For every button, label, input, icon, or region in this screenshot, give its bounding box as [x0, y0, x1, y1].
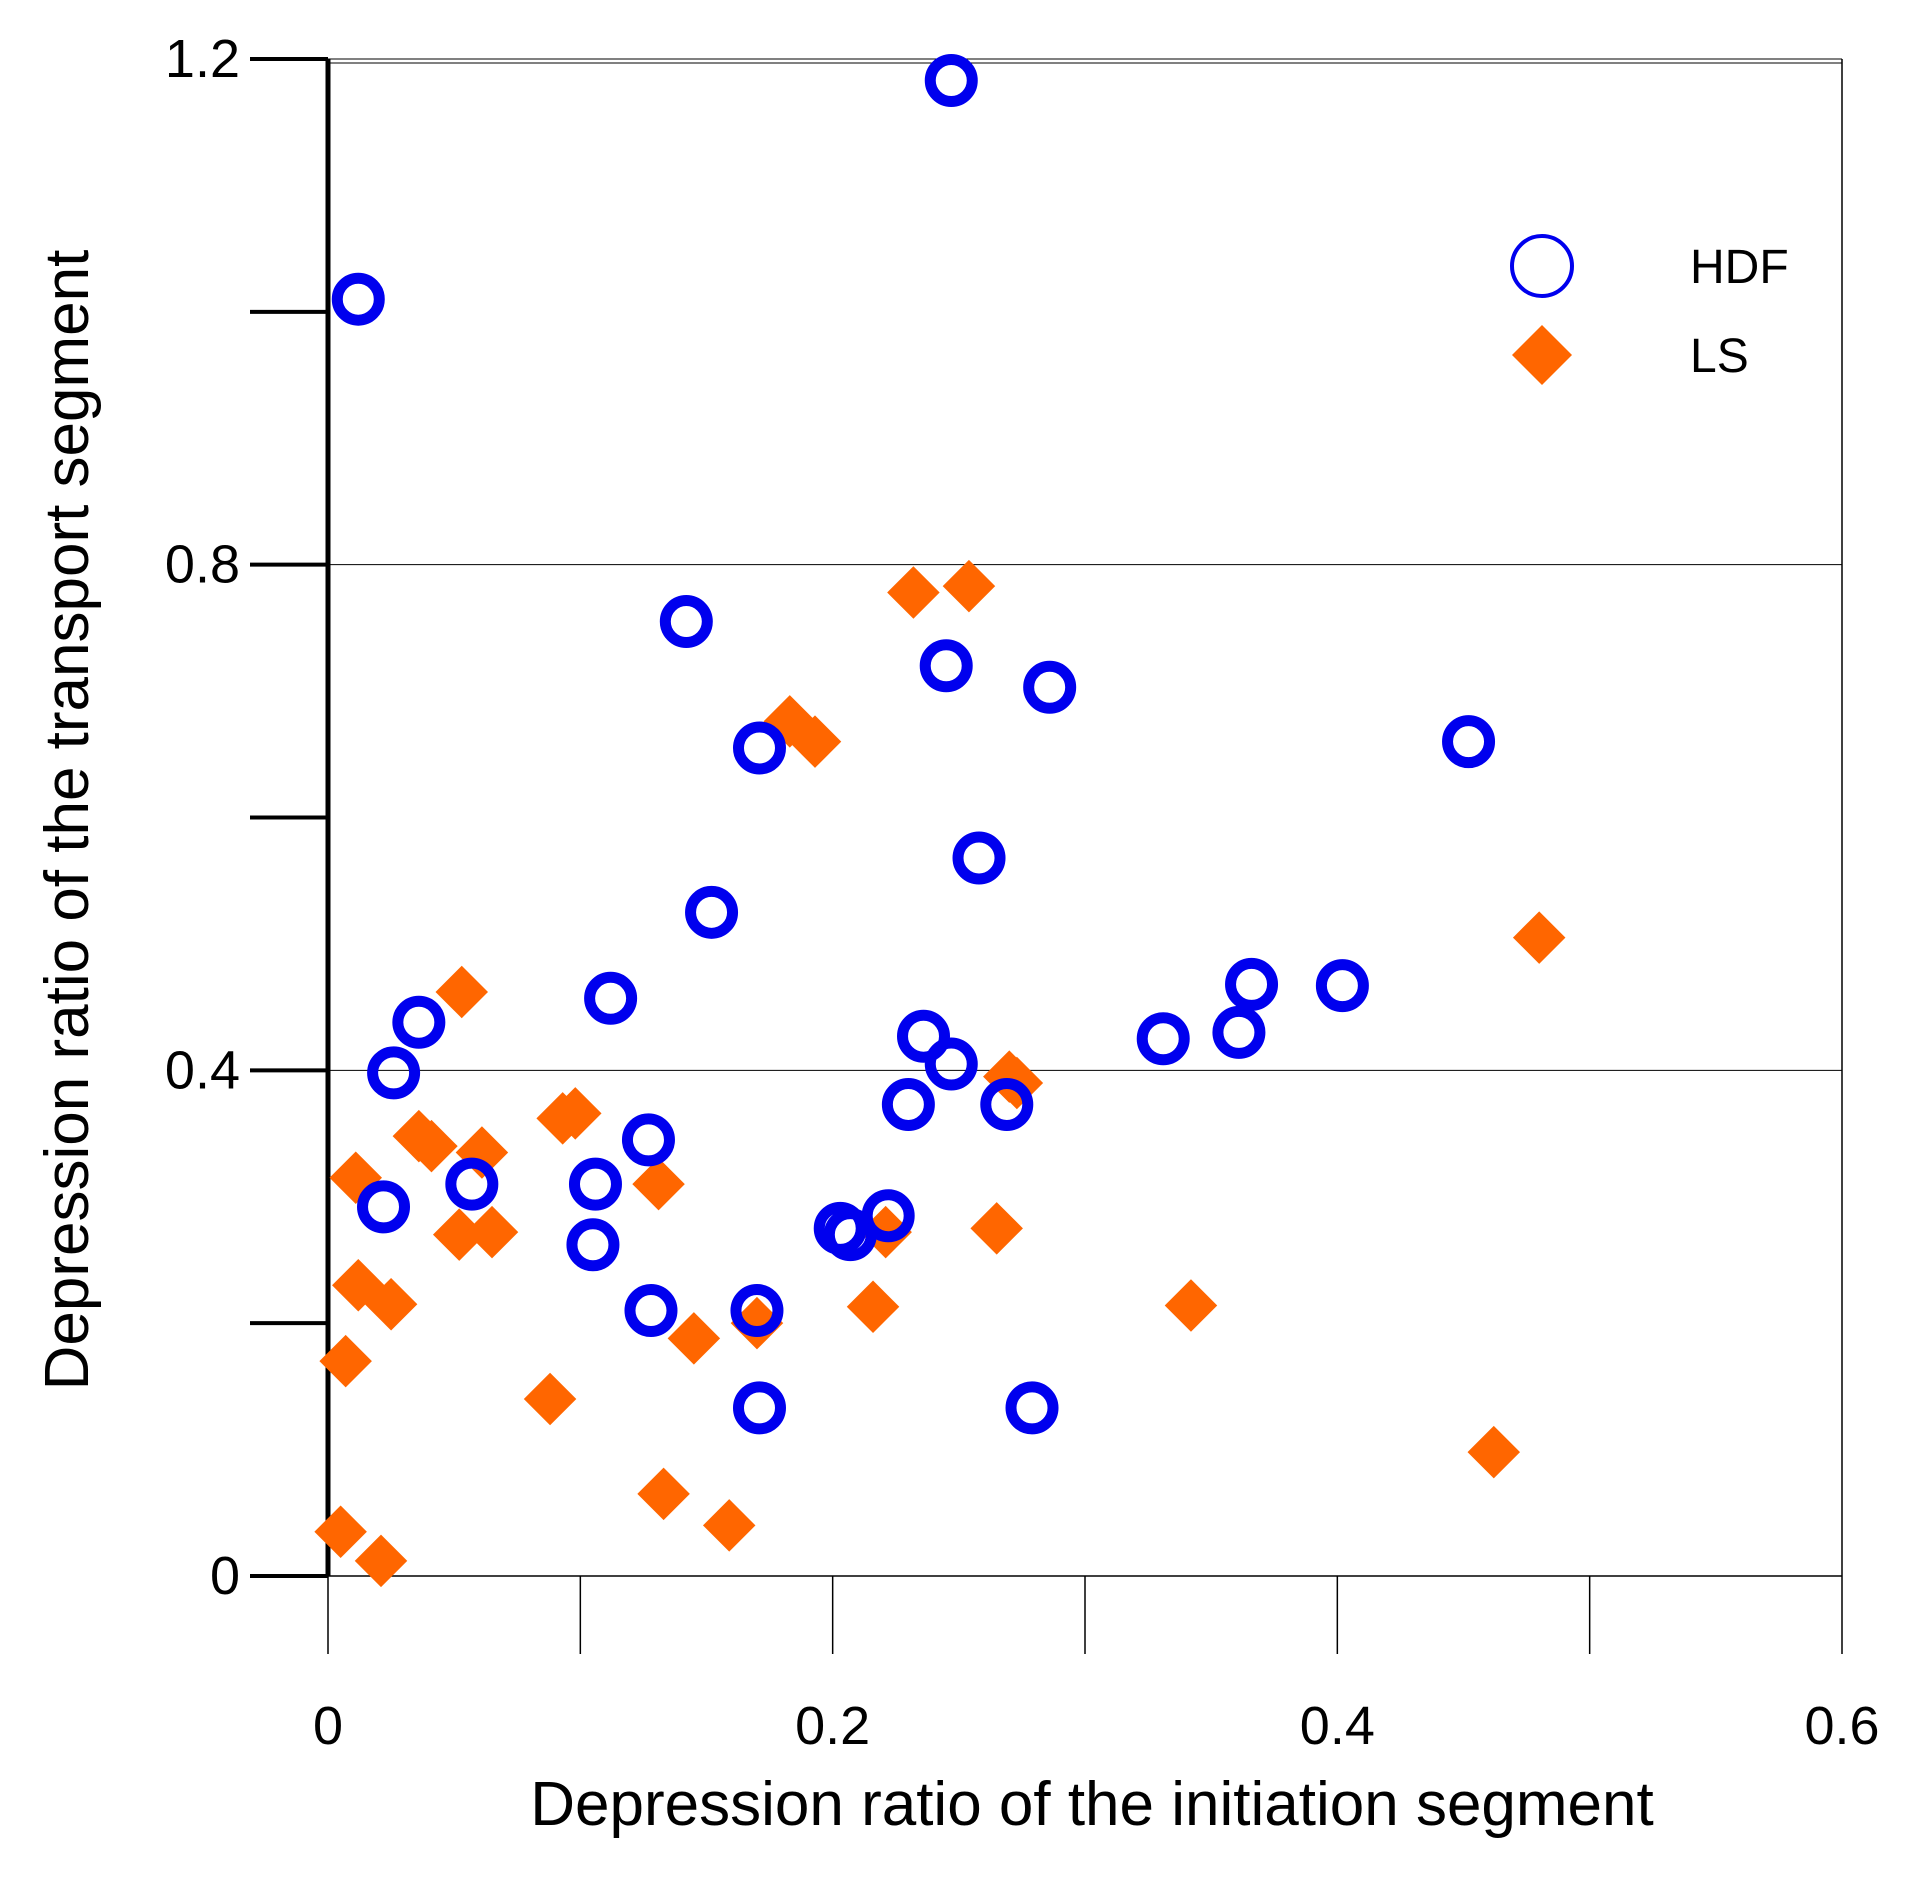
- ls-point-9: [549, 1087, 602, 1140]
- hdf-point-17: [1212, 1005, 1266, 1059]
- hdf-point-3: [919, 639, 973, 693]
- hdf-point-7: [952, 831, 1006, 885]
- hdf-point-19: [980, 1077, 1034, 1131]
- hdf-point-29: [730, 1284, 784, 1338]
- hdf-point-18: [881, 1077, 935, 1131]
- hdf-point-23: [568, 1157, 622, 1211]
- hdf-point-9: [584, 971, 638, 1025]
- hdf-point-11: [367, 1046, 421, 1100]
- ls-point-5: [435, 965, 488, 1019]
- x-tick-label-0: 0: [313, 1696, 343, 1756]
- hdf-point-0: [331, 272, 385, 326]
- ls-point-28: [637, 1467, 690, 1521]
- ls-point-3: [788, 715, 842, 768]
- ls-point-22: [1164, 1279, 1218, 1332]
- hdf-point-1: [924, 53, 978, 107]
- legend-label-ls: LS: [1690, 330, 1749, 383]
- ls-point-25: [319, 1334, 372, 1388]
- ls-point-24: [730, 1296, 784, 1350]
- hdf-point-30: [732, 1381, 786, 1435]
- ls-point-1: [942, 559, 996, 613]
- hdf-point-28: [624, 1284, 678, 1338]
- hdf-point-13: [1315, 959, 1369, 1013]
- hdf-point-24: [566, 1218, 620, 1272]
- ls-point-11: [405, 1119, 458, 1173]
- y-tick-label-1: 0.4: [165, 1040, 240, 1100]
- hdf-point-16: [1136, 1012, 1190, 1066]
- ls-point-27: [1467, 1425, 1521, 1479]
- hdf-point-15: [924, 1037, 978, 1091]
- hdf-point-2: [659, 595, 713, 649]
- x-tick-label-2: 0.4: [1300, 1696, 1375, 1756]
- hdf-point-31: [1005, 1381, 1059, 1435]
- y-axis-title: Depression ratio of the transport segmen…: [33, 250, 102, 1391]
- hdf-point-14: [897, 1009, 951, 1063]
- ls-point-18: [970, 1202, 1023, 1255]
- ls-point-31: [354, 1534, 408, 1588]
- ls-point-15: [432, 1208, 486, 1261]
- ls-point-30: [314, 1505, 367, 1559]
- hdf-point-10: [392, 995, 446, 1049]
- ls-point-29: [702, 1499, 756, 1552]
- ls-point-23: [667, 1312, 721, 1365]
- hdf-point-6: [1442, 715, 1496, 769]
- ls-point-0: [887, 566, 940, 619]
- ls-point-26: [523, 1372, 577, 1426]
- hdf-point-4: [1023, 660, 1077, 714]
- hdf-point-8: [685, 885, 739, 939]
- ls-point-13: [329, 1151, 383, 1205]
- y-tick-label-3: 1.2: [165, 29, 240, 89]
- x-axis-title: Depression ratio of the initiation segme…: [530, 1770, 1654, 1839]
- x-tick-label-3: 0.6: [1804, 1696, 1879, 1756]
- legend-marker-ls: [1512, 325, 1572, 385]
- legend-label-hdf: HDF: [1690, 241, 1789, 294]
- hdf-point-27: [861, 1189, 915, 1243]
- ls-point-4: [1512, 911, 1566, 964]
- ls-point-20: [364, 1277, 418, 1331]
- hdf-point-21: [357, 1180, 411, 1234]
- legend-marker-hdf: [1510, 234, 1574, 298]
- ls-point-21: [846, 1280, 900, 1333]
- hdf-point-20: [621, 1113, 675, 1167]
- ls-point-16: [465, 1205, 519, 1259]
- hdf-point-5: [732, 721, 786, 775]
- ls-point-14: [632, 1157, 685, 1211]
- x-tick-label-1: 0.2: [795, 1696, 870, 1756]
- y-tick-label-0: 0: [210, 1546, 240, 1606]
- y-tick-label-2: 0.8: [165, 535, 240, 595]
- hdf-point-22: [445, 1157, 499, 1211]
- hdf-point-12: [1225, 957, 1279, 1011]
